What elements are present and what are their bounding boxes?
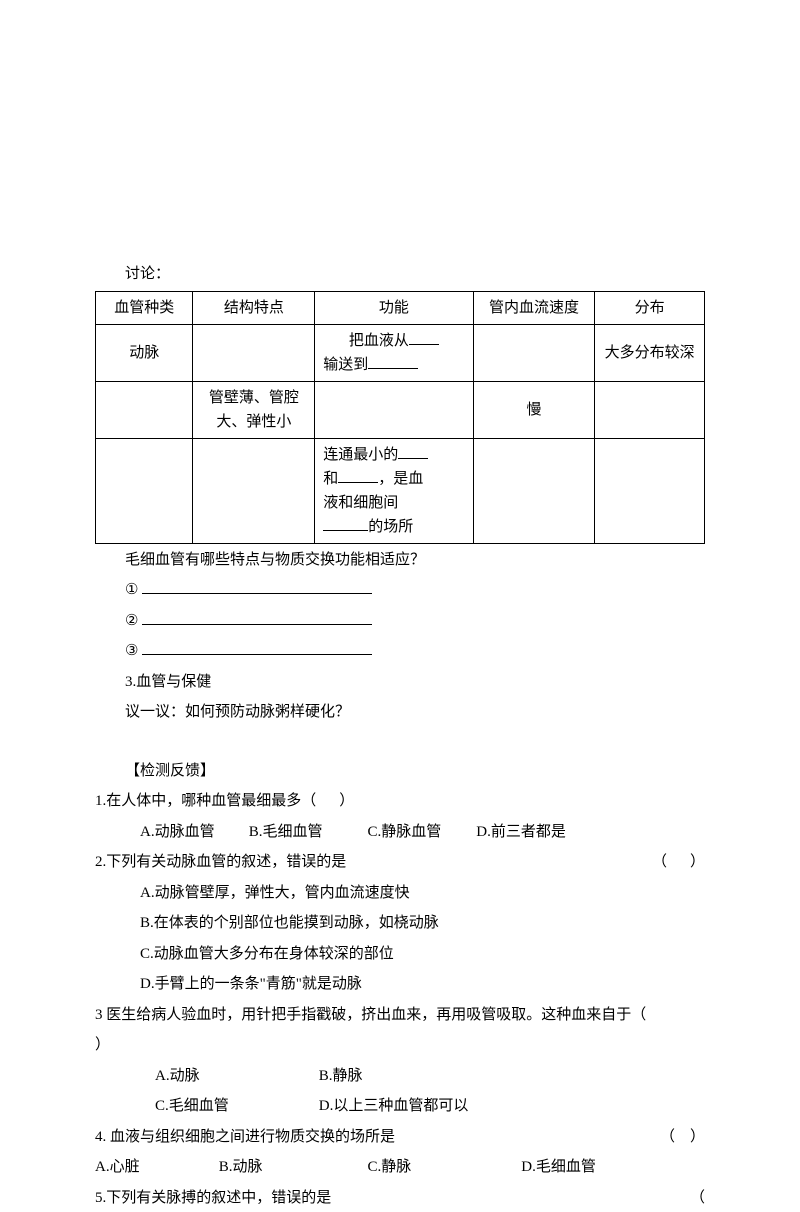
blank3-label: ③ bbox=[125, 643, 138, 659]
q1-optA[interactable]: A.动脉血管 bbox=[140, 818, 245, 847]
q4-optC[interactable]: C.静脉 bbox=[368, 1153, 518, 1182]
q2-optB[interactable]: B.在体表的个别部位也能摸到动脉，如桡动脉 bbox=[95, 909, 705, 938]
q2-paren-close: ） bbox=[690, 854, 705, 870]
q4-optB[interactable]: B.动脉 bbox=[219, 1153, 364, 1182]
blank-line-2: ② bbox=[95, 607, 705, 636]
blank-field[interactable] bbox=[338, 482, 378, 483]
row3-distribution bbox=[595, 438, 705, 543]
q2-stem: 2.下列有关动脉血管的叙述，错误的是 bbox=[95, 854, 346, 870]
table-row: 连通最小的 和 ，是血 液和细胞间 的场所 bbox=[96, 438, 705, 543]
q5-paren-open: （ bbox=[690, 1184, 705, 1212]
header-type: 血管种类 bbox=[96, 291, 193, 324]
section3-title: 3.血管与保健 bbox=[95, 668, 705, 697]
row3-func-l3: 液和细胞间 bbox=[323, 495, 398, 511]
q1-optD[interactable]: D.前三者都是 bbox=[476, 818, 566, 847]
header-distribution: 分布 bbox=[595, 291, 705, 324]
q4-optA[interactable]: A.心脏 bbox=[95, 1153, 215, 1182]
q3-line2: ） bbox=[95, 1031, 705, 1060]
vessel-table: 血管种类 结构特点 功能 管内血流速度 分布 动脉 把血液从 输送到 大多分布较… bbox=[95, 291, 705, 544]
row3-func-l2a: 和 bbox=[323, 471, 338, 487]
capillary-question: 毛细血管有哪些特点与物质交换功能相适应？ bbox=[95, 546, 705, 575]
section3-discuss: 议一议：如何预防动脉粥样硬化？ bbox=[95, 698, 705, 727]
blank-field[interactable] bbox=[323, 530, 368, 531]
q3-options-cd: C.毛细血管 D.以上三种血管都可以 bbox=[95, 1092, 705, 1121]
q2-optD[interactable]: D.手臂上的一条条"青筋"就是动脉 bbox=[95, 970, 705, 999]
header-structure: 结构特点 bbox=[193, 291, 315, 324]
table-row: 管壁薄、管腔大、弹性小 慢 bbox=[96, 381, 705, 438]
row2-speed: 慢 bbox=[473, 381, 595, 438]
table-row: 动脉 把血液从 输送到 大多分布较深 bbox=[96, 324, 705, 381]
blank-field[interactable] bbox=[142, 624, 372, 625]
q1-close: ） bbox=[339, 793, 354, 809]
row2-function bbox=[315, 381, 473, 438]
q3-optA[interactable]: A.动脉 bbox=[155, 1062, 315, 1091]
blank-field[interactable] bbox=[142, 654, 372, 655]
row1-type: 动脉 bbox=[96, 324, 193, 381]
discussion-title: 讨论： bbox=[95, 260, 705, 289]
header-speed: 管内血流速度 bbox=[473, 291, 595, 324]
blank1-label: ① bbox=[125, 582, 138, 598]
row3-structure bbox=[193, 438, 315, 543]
q1-optC[interactable]: C.静脉血管 bbox=[368, 818, 473, 847]
q4-options: A.心脏 B.动脉 C.静脉 D.毛细血管 bbox=[95, 1153, 705, 1182]
test-title: 【检测反馈】 bbox=[95, 757, 705, 786]
q1-optB[interactable]: B.毛细血管 bbox=[249, 818, 364, 847]
row3-func-l1: 连通最小的 bbox=[323, 447, 398, 463]
blank2-label: ② bbox=[125, 613, 138, 629]
blank-field[interactable] bbox=[398, 458, 428, 459]
row1-structure bbox=[193, 324, 315, 381]
q3-optC[interactable]: C.毛细血管 bbox=[155, 1092, 315, 1121]
row3-speed bbox=[473, 438, 595, 543]
row1-distribution: 大多分布较深 bbox=[595, 324, 705, 381]
q3-optB[interactable]: B.静脉 bbox=[319, 1062, 363, 1091]
table-header-row: 血管种类 结构特点 功能 管内血流速度 分布 bbox=[96, 291, 705, 324]
q2-optC[interactable]: C.动脉血管大多分布在身体较深的部位 bbox=[95, 940, 705, 969]
row2-distribution bbox=[595, 381, 705, 438]
q1-options: A.动脉血管 B.毛细血管 C.静脉血管 D.前三者都是 bbox=[95, 818, 705, 847]
q4-optD[interactable]: D.毛细血管 bbox=[521, 1153, 596, 1182]
row2-structure: 管壁薄、管腔大、弹性小 bbox=[193, 381, 315, 438]
q2-text: 2.下列有关动脉血管的叙述，错误的是 （ ） bbox=[95, 848, 705, 877]
row3-func-l4: 的场所 bbox=[368, 519, 413, 535]
q5-text: 5.下列有关脉搏的叙述中，错误的是 （ bbox=[95, 1184, 705, 1212]
row3-function: 连通最小的 和 ，是血 液和细胞间 的场所 bbox=[315, 438, 473, 543]
row1-speed bbox=[473, 324, 595, 381]
blank-line-3: ③ bbox=[95, 637, 705, 666]
q3-optD[interactable]: D.以上三种血管都可以 bbox=[319, 1092, 469, 1121]
row3-type bbox=[96, 438, 193, 543]
row1-func-mid: 输送到 bbox=[323, 357, 368, 373]
q3-options-ab: A.动脉 B.静脉 bbox=[95, 1062, 705, 1091]
blank-field[interactable] bbox=[142, 593, 372, 594]
q4-text: 4. 血液与组织细胞之间进行物质交换的场所是 （ ） bbox=[95, 1123, 705, 1152]
blank-field[interactable] bbox=[409, 344, 439, 345]
q2-paren-open: （ bbox=[652, 854, 667, 870]
header-function: 功能 bbox=[315, 291, 473, 324]
blank-field[interactable] bbox=[368, 368, 418, 369]
q1-stem: 1.在人体中，哪种血管最细最多（ bbox=[95, 793, 316, 809]
blank-line-1: ① bbox=[95, 576, 705, 605]
row2-type bbox=[96, 381, 193, 438]
q3-line1: 3 医生给病人验血时，用针把手指戳破，挤出血来，再用吸管吸取。这种血来自于（ bbox=[95, 1001, 705, 1030]
q1-text: 1.在人体中，哪种血管最细最多（ ） bbox=[95, 787, 705, 816]
row3-func-l2b: ，是血 bbox=[378, 471, 423, 487]
row1-function: 把血液从 输送到 bbox=[315, 324, 473, 381]
row1-func-prefix: 把血液从 bbox=[349, 333, 409, 349]
q2-optA[interactable]: A.动脉管壁厚，弹性大，管内血流速度快 bbox=[95, 879, 705, 908]
q5-stem: 5.下列有关脉搏的叙述中，错误的是 bbox=[95, 1190, 331, 1206]
